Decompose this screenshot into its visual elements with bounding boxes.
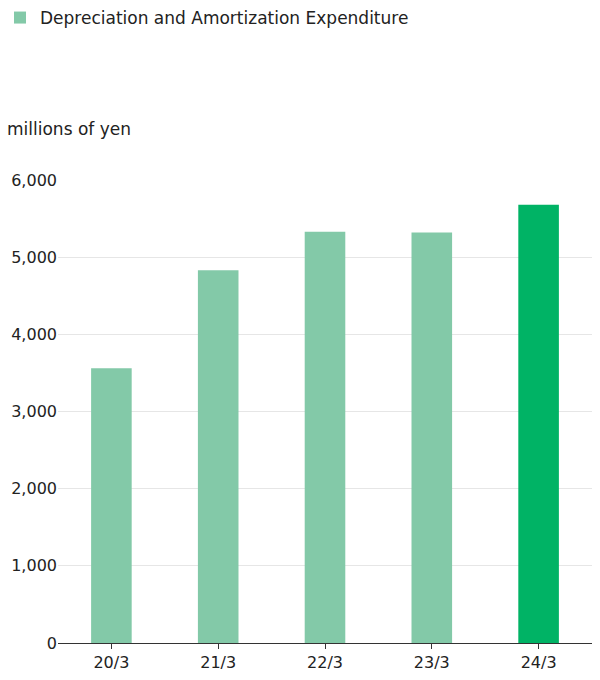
svg-text:0: 0 (47, 634, 57, 653)
svg-text:3,000: 3,000 (11, 402, 57, 421)
svg-text:24/3: 24/3 (521, 653, 557, 672)
svg-text:22/3: 22/3 (307, 653, 343, 672)
svg-text:Depreciation and Amortization: Depreciation and Amortization Expenditur… (40, 8, 408, 28)
svg-text:6,000: 6,000 (11, 171, 57, 190)
svg-text:millions of yen: millions of yen (7, 119, 131, 139)
svg-text:2,000: 2,000 (11, 479, 57, 498)
svg-text:1,000: 1,000 (11, 556, 57, 575)
svg-text:21/3: 21/3 (200, 653, 236, 672)
svg-text:20/3: 20/3 (93, 653, 129, 672)
svg-text:5,000: 5,000 (11, 248, 57, 267)
svg-text:4,000: 4,000 (11, 325, 57, 344)
svg-text:23/3: 23/3 (414, 653, 450, 672)
